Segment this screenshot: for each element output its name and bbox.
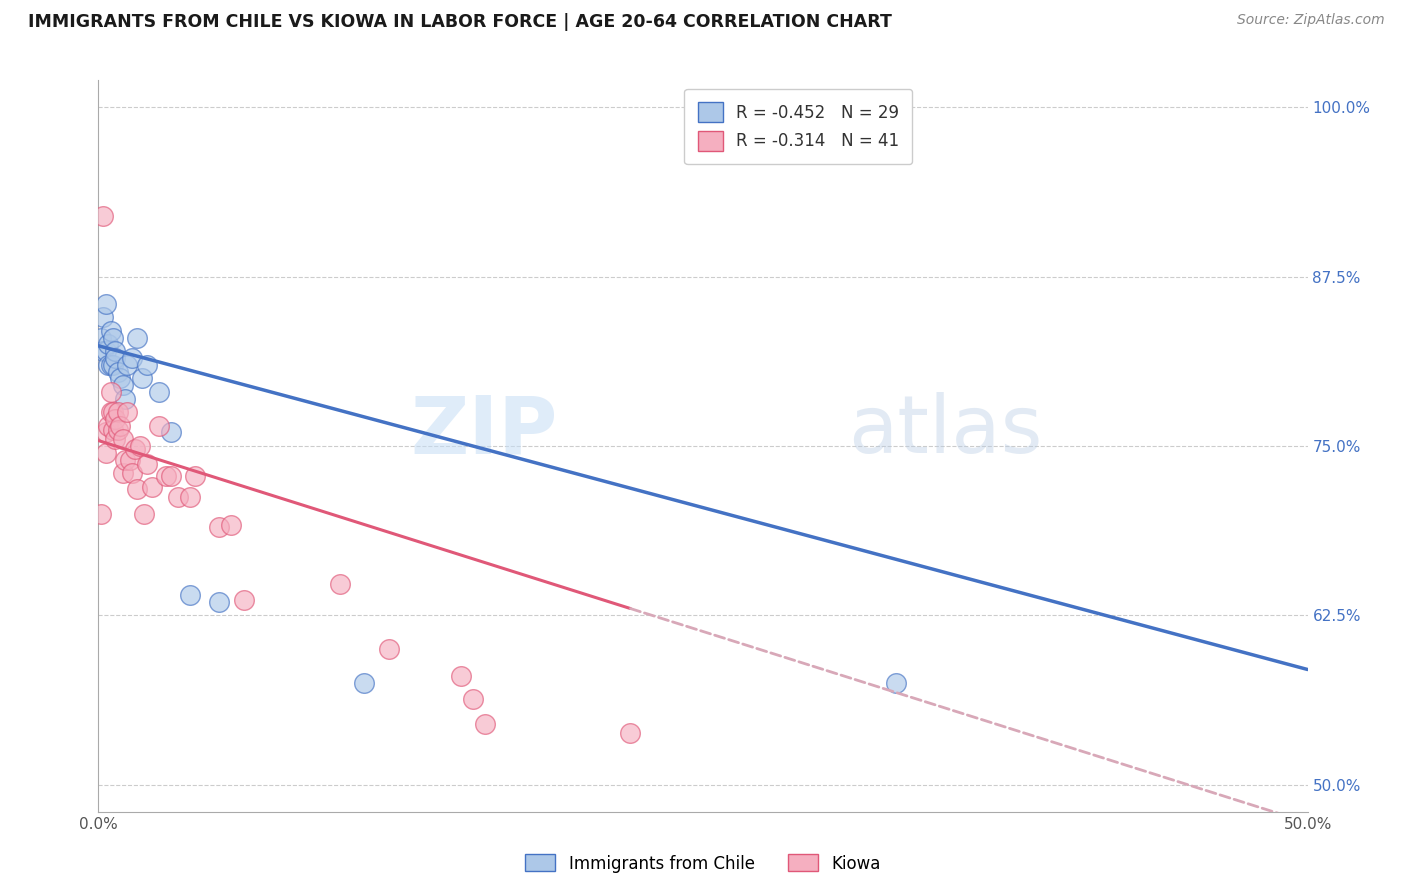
Point	[221, 517, 243, 532]
Point	[353, 676, 375, 690]
Point	[121, 351, 143, 365]
Point	[148, 418, 170, 433]
Point	[135, 457, 157, 471]
Point	[160, 468, 183, 483]
Point	[117, 405, 139, 419]
Point	[118, 452, 141, 467]
Point	[134, 507, 156, 521]
Point	[114, 452, 136, 467]
Point	[100, 384, 122, 399]
Point	[104, 344, 127, 359]
Text: atlas: atlas	[848, 392, 1042, 470]
Point	[97, 418, 120, 433]
Point	[111, 466, 134, 480]
Point	[90, 507, 112, 521]
Legend: R = -0.452   N = 29, R = -0.314   N = 41: R = -0.452 N = 29, R = -0.314 N = 41	[685, 88, 912, 164]
Point	[619, 726, 641, 740]
Point	[101, 358, 124, 372]
Point	[100, 324, 122, 338]
Point	[94, 344, 117, 359]
Point	[135, 358, 157, 372]
Point	[474, 716, 496, 731]
Point	[208, 595, 231, 609]
Point	[104, 412, 127, 426]
Point	[117, 358, 139, 372]
Point	[101, 331, 124, 345]
Point	[100, 358, 122, 372]
Point	[179, 491, 201, 505]
Point	[886, 676, 908, 690]
Point	[377, 642, 399, 657]
Point	[91, 344, 114, 359]
Point	[124, 442, 146, 456]
Point	[94, 446, 117, 460]
Point	[450, 669, 472, 683]
Point	[141, 480, 163, 494]
Point	[100, 405, 122, 419]
Point	[107, 364, 129, 378]
Point	[90, 331, 112, 345]
Point	[91, 310, 114, 325]
Point	[97, 358, 120, 372]
Point	[97, 337, 120, 351]
Point	[111, 378, 134, 392]
Point	[107, 423, 129, 437]
Point	[127, 483, 149, 497]
Point	[179, 588, 201, 602]
Point	[114, 392, 136, 406]
Point	[104, 432, 127, 446]
Point	[111, 432, 134, 446]
Text: IMMIGRANTS FROM CHILE VS KIOWA IN LABOR FORCE | AGE 20-64 CORRELATION CHART: IMMIGRANTS FROM CHILE VS KIOWA IN LABOR …	[28, 13, 891, 31]
Point	[94, 425, 117, 440]
Point	[208, 520, 231, 534]
Point	[167, 491, 190, 505]
Text: ZIP: ZIP	[411, 392, 558, 470]
Point	[329, 577, 352, 591]
Point	[101, 423, 124, 437]
Point	[101, 405, 124, 419]
Point	[184, 468, 207, 483]
Point	[94, 297, 117, 311]
Point	[104, 351, 127, 365]
Point	[160, 425, 183, 440]
Legend: Immigrants from Chile, Kiowa: Immigrants from Chile, Kiowa	[519, 847, 887, 880]
Point	[155, 468, 177, 483]
Point	[108, 418, 131, 433]
Point	[128, 439, 150, 453]
Point	[463, 692, 485, 706]
Point	[121, 466, 143, 480]
Point	[232, 593, 254, 607]
Point	[148, 384, 170, 399]
Point	[108, 371, 131, 385]
Point	[91, 209, 114, 223]
Point	[127, 331, 149, 345]
Text: Source: ZipAtlas.com: Source: ZipAtlas.com	[1237, 13, 1385, 28]
Point	[107, 405, 129, 419]
Point	[131, 371, 153, 385]
